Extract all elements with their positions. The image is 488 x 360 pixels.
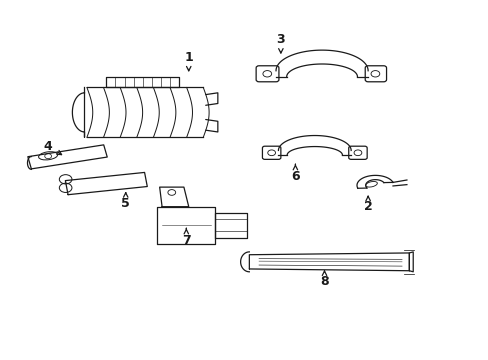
Text: 1: 1 xyxy=(184,51,193,71)
Text: 2: 2 xyxy=(363,196,372,213)
Text: 6: 6 xyxy=(290,165,299,183)
Text: 4: 4 xyxy=(44,140,61,155)
Text: 7: 7 xyxy=(182,228,190,247)
Text: 8: 8 xyxy=(320,271,328,288)
Text: 5: 5 xyxy=(121,193,130,210)
Text: 3: 3 xyxy=(276,33,285,53)
